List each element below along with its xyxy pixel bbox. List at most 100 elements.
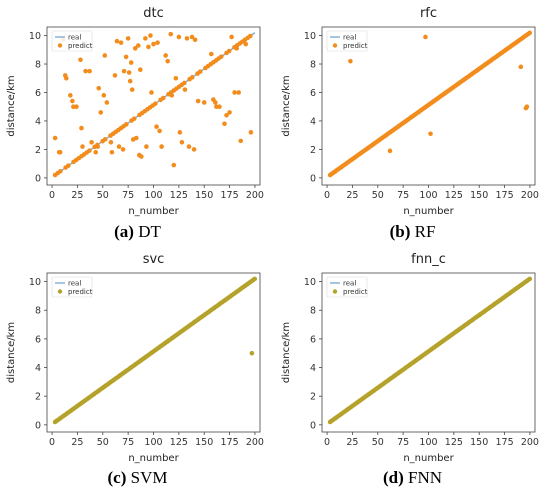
x-tick-label: 50 <box>372 437 384 448</box>
predict-point <box>527 30 533 36</box>
y-axis-label: distance/km <box>281 322 292 383</box>
predict-point <box>157 128 162 134</box>
x-tick-label: 75 <box>122 190 134 201</box>
predict-point <box>218 54 224 59</box>
x-tick-label: 50 <box>372 190 384 201</box>
predict-point <box>112 73 118 78</box>
x-tick-label: 125 <box>170 190 188 201</box>
chart-title: rfc <box>420 6 437 21</box>
predict-point <box>249 350 255 356</box>
predict-point <box>348 58 353 64</box>
predict-point <box>144 144 149 149</box>
y-axis-label: distance/km <box>6 322 17 383</box>
predict-point <box>227 110 232 115</box>
predict-point <box>126 70 132 75</box>
predict-point <box>127 78 133 84</box>
y-tick-label: 10 <box>304 31 316 42</box>
predict-point <box>191 147 197 152</box>
predict-point <box>224 112 229 118</box>
x-tick-label: 150 <box>195 190 213 201</box>
x-tick-label: 150 <box>470 437 488 448</box>
y-tick-label: 2 <box>310 145 316 156</box>
y-tick-label: 0 <box>35 173 41 184</box>
chart-svc: svc 0 25 50 75 100 125 150 175 200 0 2 4 6 8 10 n_number… <box>6 252 264 464</box>
predict-point <box>133 135 139 141</box>
predict-point <box>139 154 144 159</box>
predict-point <box>527 276 533 282</box>
predict-point <box>518 64 524 70</box>
predict-point <box>102 53 108 58</box>
predict-point <box>138 67 143 73</box>
legend-predict-label: predict <box>68 42 93 50</box>
predict-point <box>109 149 115 155</box>
predict-point <box>184 36 190 41</box>
x-axis-label: n_number <box>403 453 454 464</box>
predict-point <box>118 40 124 45</box>
predict-point <box>143 36 148 41</box>
x-tick-label: 100 <box>419 437 437 448</box>
x-axis-label: n_number <box>128 453 179 464</box>
predict-point <box>78 57 83 63</box>
predict-point <box>104 100 110 105</box>
y-axis-label: distance/km <box>6 75 17 136</box>
x-tick-label: 200 <box>246 437 264 448</box>
x-tick-label: 200 <box>521 437 539 448</box>
caption-letter: (c) <box>107 468 127 487</box>
legend-predict-label: predict <box>343 42 368 50</box>
y-tick-label: 6 <box>35 334 41 345</box>
x-tick-label: 125 <box>445 190 463 201</box>
predict-point <box>114 38 120 44</box>
predict-point <box>213 100 218 105</box>
predict-point <box>192 37 198 43</box>
predict-point <box>80 144 85 149</box>
predict-point <box>131 116 137 121</box>
predict-point <box>428 131 433 137</box>
x-tick-label: 0 <box>49 437 55 448</box>
predict-point <box>135 43 141 48</box>
caption-svm: (c) SVM <box>0 468 275 488</box>
predict-point <box>89 139 94 145</box>
predict-point <box>209 51 214 57</box>
predict-point <box>129 87 135 92</box>
predict-point <box>177 130 183 135</box>
x-tick-label: 50 <box>97 437 109 448</box>
x-tick-label: 150 <box>195 437 213 448</box>
caption-dt: (a) DT <box>0 222 275 242</box>
x-tick-label: 150 <box>470 190 488 201</box>
predict-point <box>524 104 530 110</box>
caption-label: DT <box>133 222 161 241</box>
predict-point <box>179 139 185 145</box>
predict-point <box>120 147 126 152</box>
x-tick-label: 100 <box>144 190 162 201</box>
y-tick-label: 10 <box>29 31 41 42</box>
predict-point <box>229 34 234 40</box>
x-tick-label: 175 <box>496 190 514 201</box>
predict-point <box>195 98 201 104</box>
predict-point <box>226 48 232 54</box>
x-tick-label: 25 <box>71 190 83 201</box>
predict-point <box>52 135 58 141</box>
x-tick-label: 25 <box>346 190 358 201</box>
predict-point <box>87 68 92 74</box>
y-tick-label: 8 <box>35 60 41 71</box>
x-tick-label: 0 <box>324 190 330 201</box>
chart-fnn_c: fnn_c 0 25 50 75 100 125 150 175 200 0 2 4 6 8 10 n_numb… <box>281 252 539 464</box>
x-tick-label: 100 <box>419 190 437 201</box>
legend-real-label: real <box>343 34 356 42</box>
chart-title: svc <box>143 252 165 267</box>
predict-point <box>87 148 92 153</box>
caption-letter: (d) <box>382 468 404 487</box>
predict-point <box>70 98 75 104</box>
x-tick-label: 100 <box>144 437 162 448</box>
predict-point <box>238 138 244 144</box>
predict-point <box>168 31 174 37</box>
predict-point <box>155 40 160 45</box>
predict-point <box>121 68 127 74</box>
caption-rf: (b) RF <box>275 222 550 242</box>
y-tick-label: 8 <box>310 60 316 71</box>
predict-point <box>116 144 122 149</box>
predict-point <box>95 144 101 149</box>
predict-point <box>101 93 107 98</box>
caption-label: RF <box>410 222 436 241</box>
x-tick-label: 50 <box>97 190 109 201</box>
